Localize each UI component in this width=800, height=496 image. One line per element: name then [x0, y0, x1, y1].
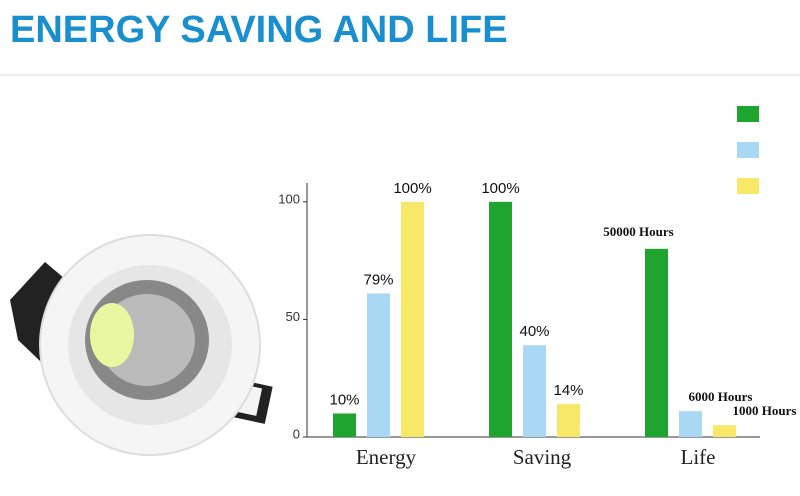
bar — [401, 201, 424, 437]
bar — [557, 404, 580, 437]
legend-swatch — [737, 142, 759, 158]
legend-swatch — [737, 106, 759, 122]
x-tick-label: Energy — [356, 445, 417, 469]
y-tick-label: 0 — [293, 426, 300, 441]
bar — [679, 411, 702, 437]
bar-label: 10% — [329, 391, 359, 408]
lamp-image — [10, 234, 273, 456]
x-tick-label: Saving — [513, 445, 572, 469]
bar — [645, 248, 668, 437]
bar — [713, 425, 736, 437]
bar-label: 6000 Hours — [689, 389, 753, 404]
bar-label: 14% — [553, 382, 583, 399]
bar-label: 100% — [393, 180, 431, 197]
bar-label: 40% — [519, 323, 549, 340]
y-tick-label: 50 — [286, 309, 300, 324]
bar-label: 50000 Hours — [603, 224, 673, 239]
chart-title: ENERGY SAVING AND LIFE — [10, 9, 508, 51]
x-tick-label: Life — [681, 445, 716, 469]
bar — [523, 345, 546, 437]
bar-label: 100% — [481, 180, 519, 197]
bar-label: 1000 Hours — [733, 403, 797, 418]
bar — [333, 413, 356, 437]
y-tick-label: 100 — [278, 191, 300, 206]
legend-swatch — [737, 178, 759, 194]
bar — [489, 201, 512, 437]
bar — [367, 293, 390, 437]
bar-label: 79% — [363, 272, 393, 289]
